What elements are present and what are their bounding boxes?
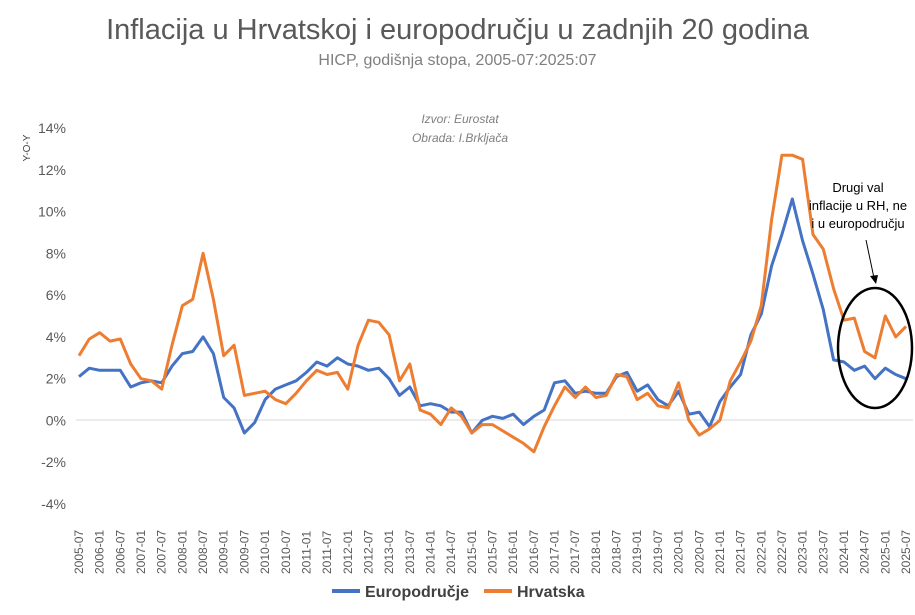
x-tick-label: 2010-01 (258, 530, 272, 574)
series-line-hrvatska (77, 153, 908, 454)
x-tick-label: 2012-01 (341, 530, 355, 574)
x-tick-label: 2006-01 (93, 530, 107, 574)
chart-subtitle: HICP, godišnja stopa, 2005-07:2025:07 (318, 52, 597, 69)
x-tick-label: 2021-01 (713, 530, 727, 574)
x-tick-label: 2011-01 (299, 531, 313, 574)
x-tick-label: 2008-07 (196, 530, 210, 574)
x-tick-label: 2025-07 (899, 530, 913, 574)
x-tick-label: 2015-01 (465, 530, 479, 574)
annotation: Drugi val inflacije u RH, ne i u europod… (809, 180, 914, 410)
x-tick-label: 2022-01 (754, 530, 768, 574)
y-tick-label: -4% (41, 496, 66, 512)
x-tick-label: 2015-07 (486, 530, 500, 574)
x-tick-label: 2014-07 (444, 530, 458, 574)
x-tick-label: 2009-01 (217, 530, 231, 574)
x-tick-label: 2023-07 (816, 530, 830, 574)
y-tick-label: 10% (38, 204, 66, 220)
y-tick-label: 12% (38, 162, 66, 178)
source-label: Izvor: Eurostat (421, 112, 499, 126)
x-tick-label: 2022-07 (775, 530, 789, 574)
x-tick-label: 2013-07 (403, 530, 417, 574)
y-tick-label: -2% (41, 454, 66, 470)
x-tick-label: 2013-01 (382, 530, 396, 574)
annotation-line-1: Drugi val (832, 180, 883, 195)
x-tick-label: 2019-01 (630, 530, 644, 574)
y-tick-labels: -4% -2% 0% 2% 4% 6% 8% 10% 12% 14% (38, 120, 66, 512)
y-axis-label: Y-O-Y (22, 134, 33, 161)
x-tick-label: 2019-07 (651, 530, 665, 574)
x-tick-label: 2021-07 (734, 530, 748, 574)
x-tick-label: 2016-01 (506, 530, 520, 574)
x-tick-label: 2007-01 (134, 530, 148, 574)
x-tick-label: 2017-07 (568, 530, 582, 574)
x-tick-label: 2014-01 (423, 530, 437, 574)
x-tick-label: 2011-07 (320, 531, 334, 574)
annotation-arrow (865, 239, 875, 279)
legend-label-europodrucje: Europodručje (365, 584, 469, 601)
y-tick-label: 14% (38, 120, 66, 136)
x-tick-label: 2025-01 (878, 530, 892, 574)
x-tick-labels: 2005-07 2006-01 2006-07 2007-01 2007-07 2008-… (72, 530, 913, 574)
x-tick-label: 2024-07 (858, 530, 872, 574)
y-tick-label: 8% (46, 245, 66, 261)
chart-title: Inflacija u Hrvatskoj i europodručju u z… (106, 14, 809, 46)
series-line-europodručje (78, 197, 907, 435)
legend: Europodručje Hrvatska (332, 584, 585, 601)
x-tick-label: 2017-01 (548, 530, 562, 574)
x-tick-label: 2009-07 (237, 530, 251, 574)
x-tick-label: 2012-07 (361, 530, 375, 574)
x-tick-label: 2020-01 (672, 530, 686, 574)
x-tick-label: 2018-07 (610, 530, 624, 574)
y-tick-label: 2% (46, 371, 66, 387)
x-tick-label: 2006-07 (113, 530, 127, 574)
x-tick-label: 2005-07 (72, 530, 86, 574)
x-tick-label: 2018-01 (589, 530, 603, 574)
x-tick-label: 2020-07 (692, 530, 706, 574)
annotation-line-2: inflacije u RH, ne (809, 198, 907, 213)
highlight-ellipse (836, 286, 914, 410)
x-tick-label: 2016-07 (527, 530, 541, 574)
y-tick-label: 6% (46, 287, 66, 303)
x-tick-label: 2008-01 (175, 530, 189, 574)
legend-label-hrvatska: Hrvatska (517, 584, 585, 601)
processing-label: Obrada: I.Brkljača (412, 131, 508, 145)
annotation-line-3: i u europodručju (811, 216, 904, 231)
series-lines (77, 153, 908, 454)
y-tick-label: 4% (46, 329, 66, 345)
annotation-arrowhead (870, 275, 878, 284)
x-tick-label: 2023-01 (796, 530, 810, 574)
x-tick-label: 2024-01 (837, 530, 851, 574)
x-tick-label: 2007-07 (155, 530, 169, 574)
y-tick-label: 0% (46, 412, 66, 428)
x-tick-label: 2010-07 (279, 530, 293, 574)
